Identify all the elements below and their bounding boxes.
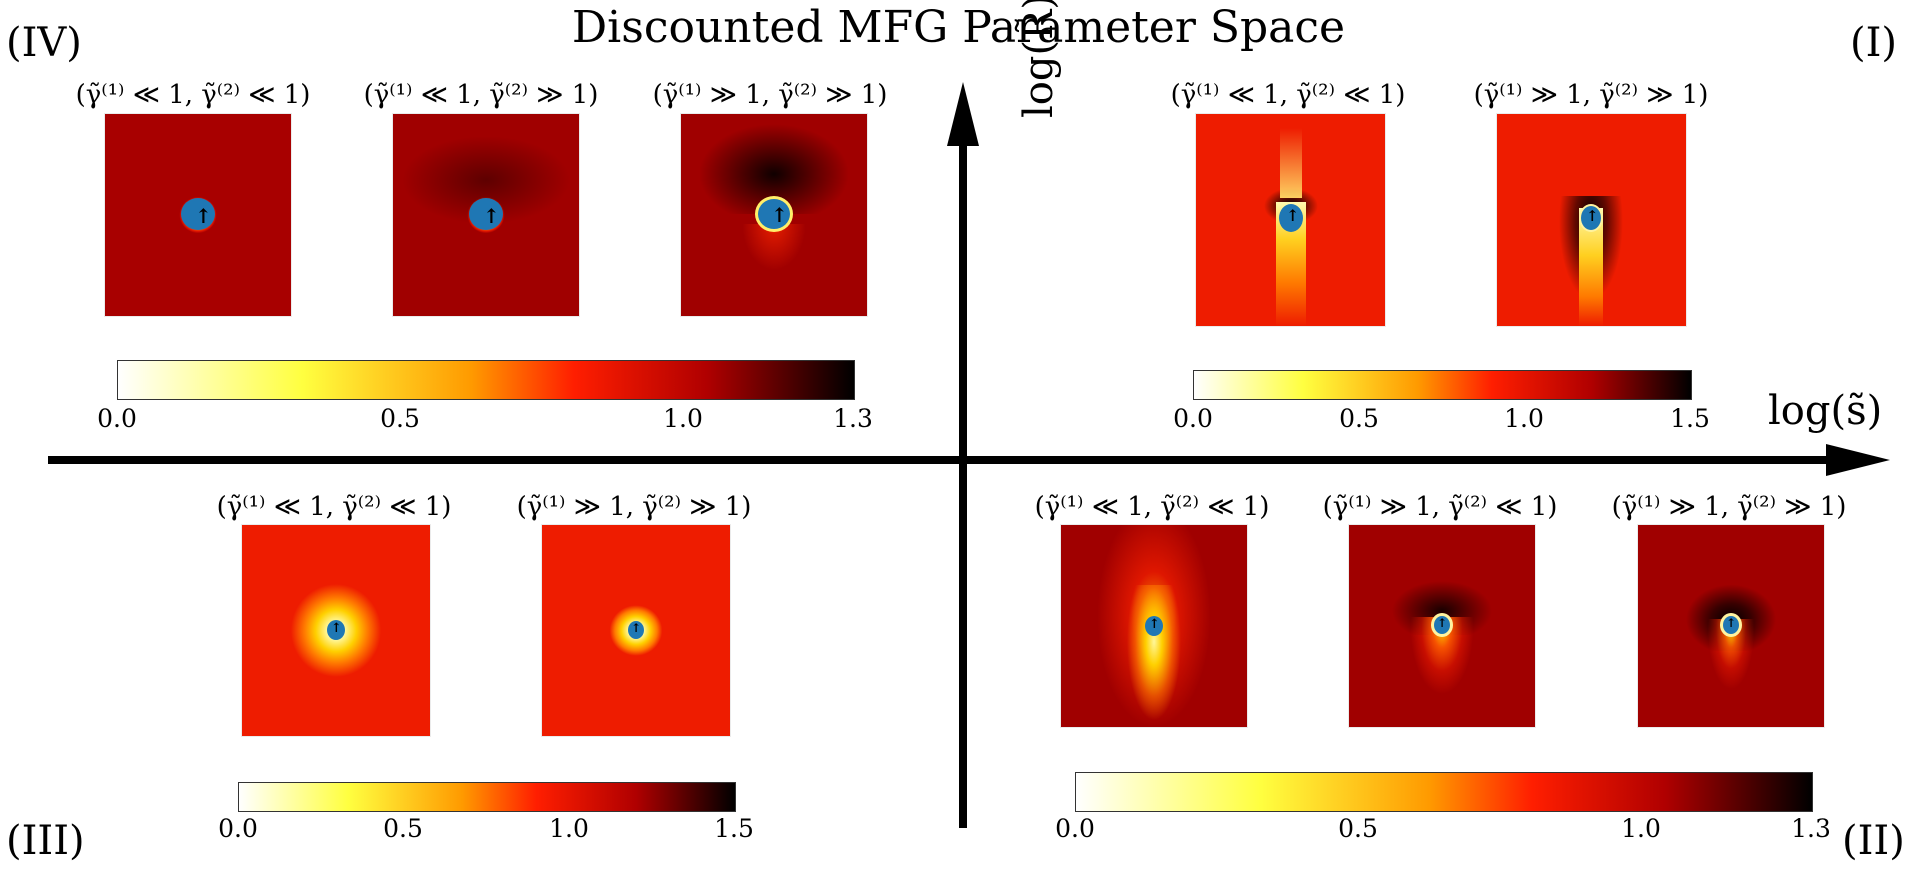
agent-disc	[1434, 616, 1450, 634]
agent-disc	[469, 198, 503, 230]
cone-overlay	[1702, 619, 1760, 727]
colorbar-tick: 0.0	[1173, 404, 1213, 433]
colorbar-tick: 1.3	[833, 404, 873, 433]
colorbar-tick: 1.0	[663, 404, 703, 433]
heatmap-panel: ↑	[1349, 525, 1535, 727]
up-arrow-icon: ↑	[1286, 206, 1300, 225]
colorbar-tick: 0.5	[1339, 404, 1379, 433]
heatmap-panel: ↑	[542, 525, 730, 736]
colorbar-tick: 1.0	[1504, 404, 1544, 433]
colorbar-tick: 0.5	[380, 404, 420, 433]
heatmap-panel: ↑	[681, 114, 867, 316]
quadrant-iv-label: (IV)	[6, 20, 82, 66]
panel-label: (γ̃⁽¹⁾ ≫ 1, γ̃⁽²⁾ ≫ 1)	[652, 80, 888, 110]
x-axis-arrowhead	[1826, 444, 1890, 476]
heatmap-panel: ↑	[242, 525, 430, 736]
colorbar	[1075, 772, 1813, 812]
glow-overlay	[721, 224, 827, 316]
panel-label: (γ̃⁽¹⁾ ≪ 1, γ̃⁽²⁾ ≪ 1)	[1034, 492, 1270, 522]
colorbar	[238, 782, 736, 812]
panel-label: (γ̃⁽¹⁾ ≪ 1, γ̃⁽²⁾ ≪ 1)	[1170, 80, 1406, 110]
agent-disc	[327, 620, 345, 640]
y-axis-arrowhead	[947, 82, 979, 146]
agent-disc	[181, 198, 215, 230]
panel-label: (γ̃⁽¹⁾ ≫ 1, γ̃⁽²⁾ ≫ 1)	[1611, 492, 1847, 522]
colorbar-tick: 1.0	[549, 814, 589, 843]
colorbar-tick: 0.0	[97, 404, 137, 433]
agent-disc	[1145, 616, 1163, 636]
y-axis-label: log(R̃)	[1016, 0, 1062, 118]
colorbar-tick: 0.0	[1055, 814, 1095, 843]
colorbar-tick: 1.3	[1791, 814, 1831, 843]
panel-label: (γ̃⁽¹⁾ ≪ 1, γ̃⁽²⁾ ≪ 1)	[216, 492, 452, 522]
up-arrow-icon: ↑	[631, 621, 642, 635]
figure-title: Discounted MFG Parameter Space	[571, 2, 1346, 53]
agent-disc	[1279, 204, 1303, 232]
colorbar	[1193, 370, 1692, 400]
quadrant-i-label: (I)	[1850, 20, 1898, 66]
streak-overlay	[1280, 128, 1302, 198]
cone-overlay	[1127, 585, 1181, 727]
panel-label: (γ̃⁽¹⁾ ≪ 1, γ̃⁽²⁾ ≪ 1)	[75, 80, 311, 110]
colorbar-tick: 0.5	[1338, 814, 1378, 843]
quadrant-iii-label: (III)	[6, 818, 85, 864]
panel-label: (γ̃⁽¹⁾ ≫ 1, γ̃⁽²⁾ ≫ 1)	[516, 492, 752, 522]
colorbar	[117, 360, 855, 400]
panel-label: (γ̃⁽¹⁾ ≪ 1, γ̃⁽²⁾ ≫ 1)	[363, 80, 599, 110]
up-arrow-icon: ↑	[195, 204, 212, 228]
colorbar-tick: 1.5	[1670, 404, 1710, 433]
quadrant-ii-label: (II)	[1842, 818, 1905, 864]
up-arrow-icon: ↑	[1726, 616, 1737, 630]
heatmap-panel: ↑	[393, 114, 579, 316]
x-axis-label: log(s̃)	[1768, 388, 1883, 434]
heatmap-panel: ↑	[1196, 114, 1385, 326]
colorbar-tick: 1.5	[714, 814, 754, 843]
agent-disc	[1581, 206, 1601, 230]
up-arrow-icon: ↑	[1586, 207, 1599, 225]
up-arrow-icon: ↑	[771, 203, 788, 227]
agent-disc	[1723, 616, 1739, 634]
panel-label: (γ̃⁽¹⁾ ≫ 1, γ̃⁽²⁾ ≫ 1)	[1473, 80, 1709, 110]
colorbar-tick: 0.5	[383, 814, 423, 843]
agent-disc	[628, 621, 644, 639]
up-arrow-icon: ↑	[1437, 616, 1448, 630]
up-arrow-icon: ↑	[331, 621, 342, 636]
heatmap-panel: ↑	[1638, 525, 1824, 727]
heatmap-panel: ↑	[105, 114, 291, 316]
up-arrow-icon: ↑	[1149, 617, 1160, 632]
panel-label: (γ̃⁽¹⁾ ≫ 1, γ̃⁽²⁾ ≪ 1)	[1322, 492, 1558, 522]
up-arrow-icon: ↑	[483, 204, 500, 228]
heatmap-panel: ↑	[1497, 114, 1686, 326]
colorbar-tick: 0.0	[218, 814, 258, 843]
colorbar-tick: 1.0	[1621, 814, 1661, 843]
heatmap-panel: ↑	[1061, 525, 1247, 727]
agent-disc	[758, 199, 790, 229]
